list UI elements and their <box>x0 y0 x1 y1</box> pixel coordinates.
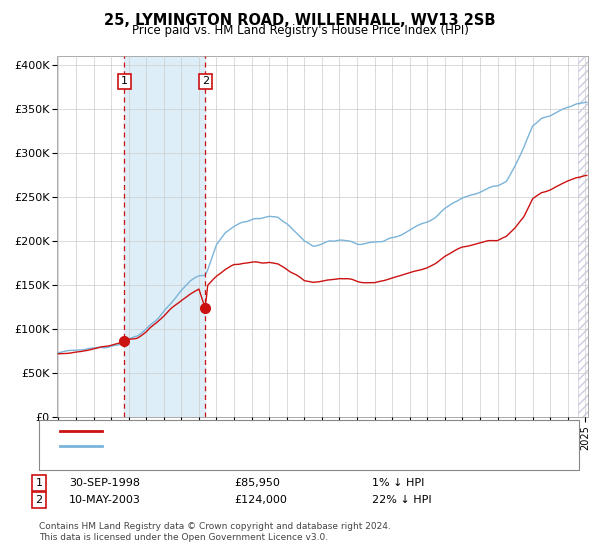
Bar <box>124 56 205 417</box>
Text: 2: 2 <box>35 495 43 505</box>
Text: 30-SEP-1998: 30-SEP-1998 <box>69 478 140 488</box>
Text: 1: 1 <box>35 478 43 488</box>
Text: 1: 1 <box>121 76 128 86</box>
Text: 25, LYMINGTON ROAD, WILLENHALL, WV13 2SB (detached house): 25, LYMINGTON ROAD, WILLENHALL, WV13 2SB… <box>108 426 449 436</box>
Text: £85,950: £85,950 <box>234 478 280 488</box>
Text: HPI: Average price, detached house, Walsall: HPI: Average price, detached house, Wals… <box>108 441 338 451</box>
Text: 22% ↓ HPI: 22% ↓ HPI <box>372 495 431 505</box>
Text: 10-MAY-2003: 10-MAY-2003 <box>69 495 141 505</box>
Text: 1% ↓ HPI: 1% ↓ HPI <box>372 478 424 488</box>
Text: £124,000: £124,000 <box>234 495 287 505</box>
Text: Price paid vs. HM Land Registry's House Price Index (HPI): Price paid vs. HM Land Registry's House … <box>131 24 469 37</box>
Text: Contains HM Land Registry data © Crown copyright and database right 2024.
This d: Contains HM Land Registry data © Crown c… <box>39 522 391 542</box>
Text: 2: 2 <box>202 76 209 86</box>
Bar <box>578 56 588 417</box>
Text: 25, LYMINGTON ROAD, WILLENHALL, WV13 2SB: 25, LYMINGTON ROAD, WILLENHALL, WV13 2SB <box>104 13 496 28</box>
